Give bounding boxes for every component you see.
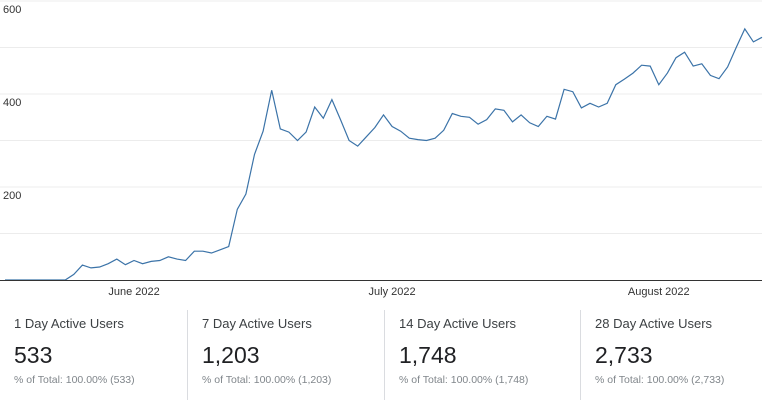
y-tick-label: 600 <box>3 4 21 16</box>
metric-percent-of-total: % of Total: 100.00% (1,203) <box>202 374 332 386</box>
x-tick-labels: June 2022 July 2022 August 2022 <box>108 286 689 298</box>
metric-percent-of-total: % of Total: 100.00% (2,733) <box>595 374 725 386</box>
x-tick-label: August 2022 <box>628 286 690 298</box>
metric-label: 7 Day Active Users <box>202 316 312 331</box>
metric-label: 14 Day Active Users <box>399 316 517 331</box>
metric-value: 533 <box>14 342 53 368</box>
y-tick-label: 400 <box>3 97 21 109</box>
active-users-series-line <box>5 27 763 281</box>
metric-value: 1,748 <box>399 342 457 368</box>
metrics-row: 1 Day Active Users 533 % of Total: 100.0… <box>0 310 765 400</box>
metric-percent-of-total: % of Total: 100.00% (533) <box>14 374 135 386</box>
gridlines <box>0 0 762 234</box>
x-tick-label: June 2022 <box>108 286 159 298</box>
metric-value: 1,203 <box>202 342 260 368</box>
metric-label: 28 Day Active Users <box>595 316 713 331</box>
y-tick-label: 200 <box>3 190 21 202</box>
metric-14-day-active-users[interactable]: 14 Day Active Users 1,748 % of Total: 10… <box>384 310 580 400</box>
metric-percent-of-total: % of Total: 100.00% (1,748) <box>399 374 529 386</box>
x-tick-label: July 2022 <box>369 286 416 298</box>
y-tick-labels: 200 400 600 <box>3 4 21 202</box>
metric-7-day-active-users[interactable]: 7 Day Active Users 1,203 % of Total: 100… <box>187 310 384 400</box>
metric-value: 2,733 <box>595 342 653 368</box>
metric-28-day-active-users[interactable]: 28 Day Active Users 2,733 % of Total: 10… <box>580 310 765 400</box>
active-users-line-chart: 200 400 600 June 2022 July 2022 August 2022 <box>0 0 763 298</box>
metric-1-day-active-users[interactable]: 1 Day Active Users 533 % of Total: 100.0… <box>0 310 187 400</box>
metric-label: 1 Day Active Users <box>14 316 124 331</box>
